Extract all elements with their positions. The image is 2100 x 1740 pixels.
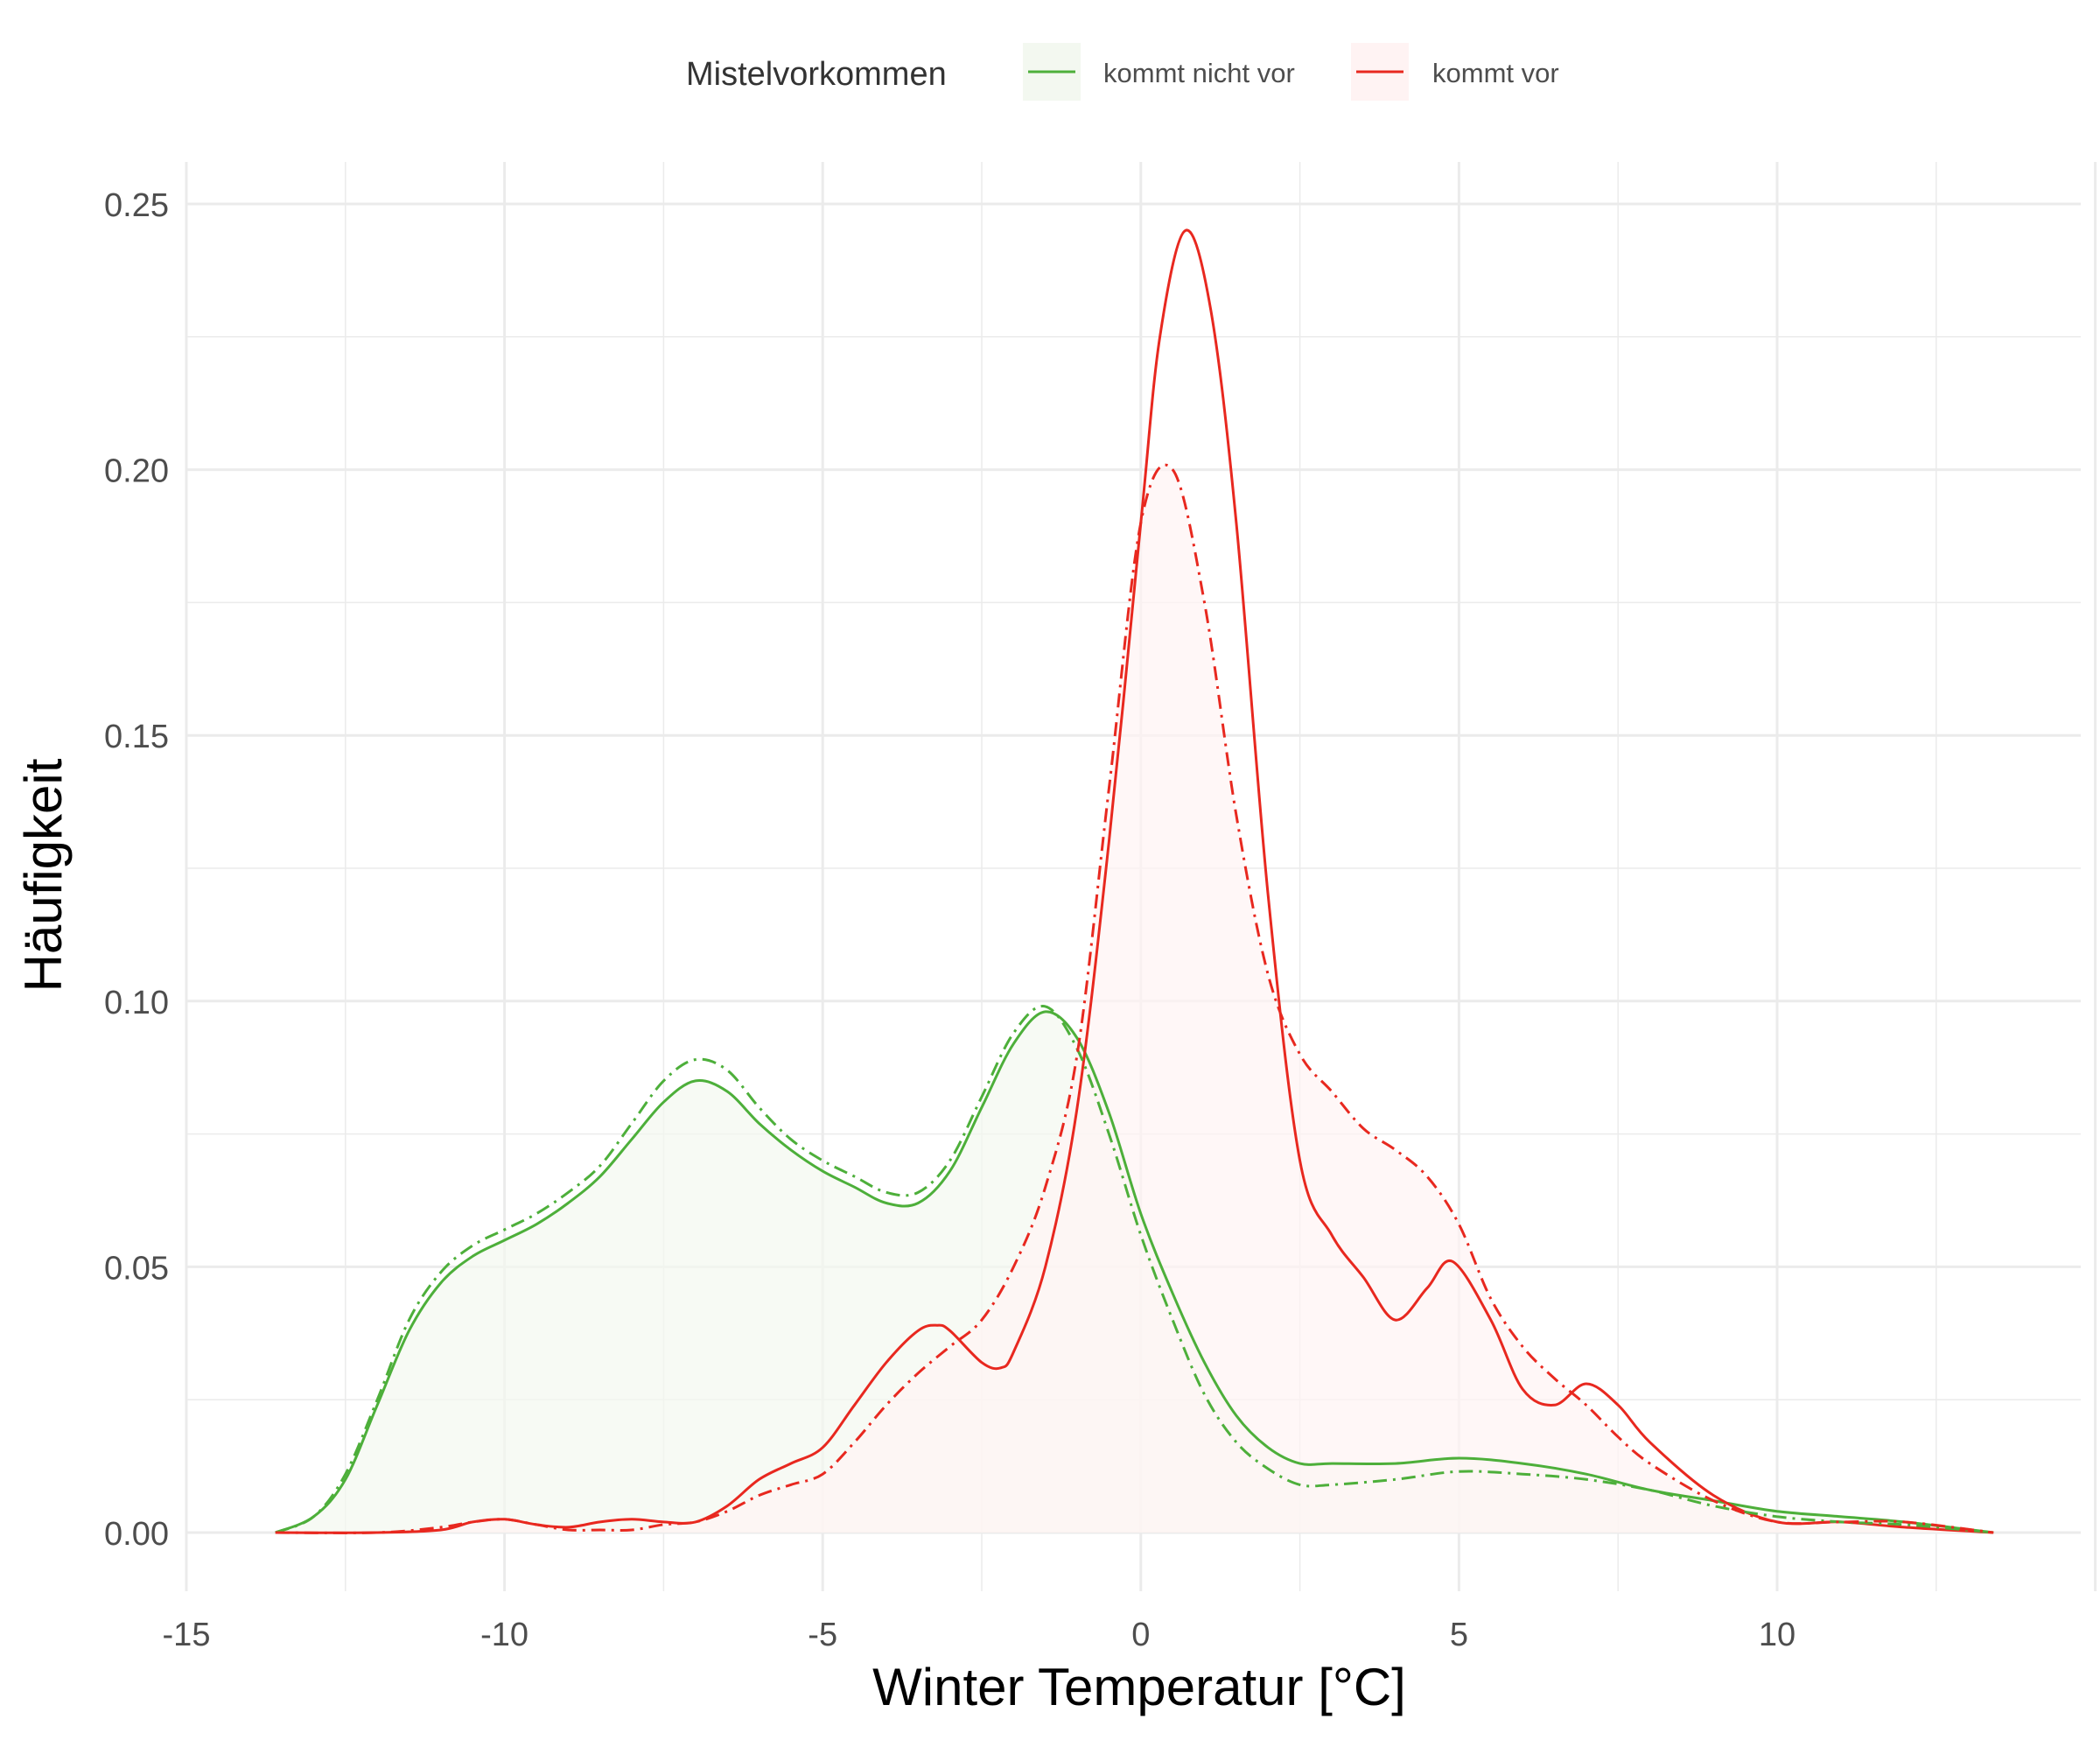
legend-label-kommt-vor: kommt vor [1432, 58, 1559, 88]
y-tick-label: 0.20 [104, 453, 169, 490]
y-tick-label: 0.25 [104, 187, 169, 224]
x-tick-label: -5 [808, 1617, 837, 1653]
density-line-kommt-vor-dashdot [275, 463, 1994, 1534]
y-axis-title: Häufigkeit [14, 758, 73, 992]
density-lines [275, 228, 1994, 1534]
x-tick-label: -10 [480, 1617, 528, 1653]
legend-label-kommt-nicht-vor: kommt nicht vor [1103, 58, 1295, 88]
density-line-kommt-nicht-vor-dashdot [275, 1005, 1994, 1534]
y-tick-label: 0.00 [104, 1516, 169, 1553]
x-tick-label: 5 [1450, 1617, 1468, 1653]
x-tick-labels: -15 -10 -5 0 5 10 [163, 1617, 1796, 1653]
area-fills [275, 465, 1994, 1533]
legend: Mistelvorkommen kommt nicht vor kommt vo… [686, 43, 1559, 101]
density-line-kommt-nicht-vor-solid [275, 1010, 1994, 1534]
x-tick-label: -15 [163, 1617, 211, 1653]
y-tick-label: 0.05 [104, 1250, 169, 1287]
y-tick-label: 0.15 [104, 719, 169, 755]
x-tick-label: 10 [1759, 1617, 1796, 1653]
area-fill-kommt-vor [275, 465, 1994, 1533]
legend-title: Mistelvorkommen [686, 56, 947, 93]
x-axis-title: Winter Temperatur [°C] [872, 1658, 1406, 1716]
y-tick-labels: 0.00 0.05 0.10 0.15 0.20 0.25 [104, 187, 169, 1553]
density-line-kommt-vor-solid [275, 228, 1994, 1534]
x-tick-label: 0 [1131, 1617, 1150, 1653]
y-tick-label: 0.10 [104, 985, 169, 1021]
